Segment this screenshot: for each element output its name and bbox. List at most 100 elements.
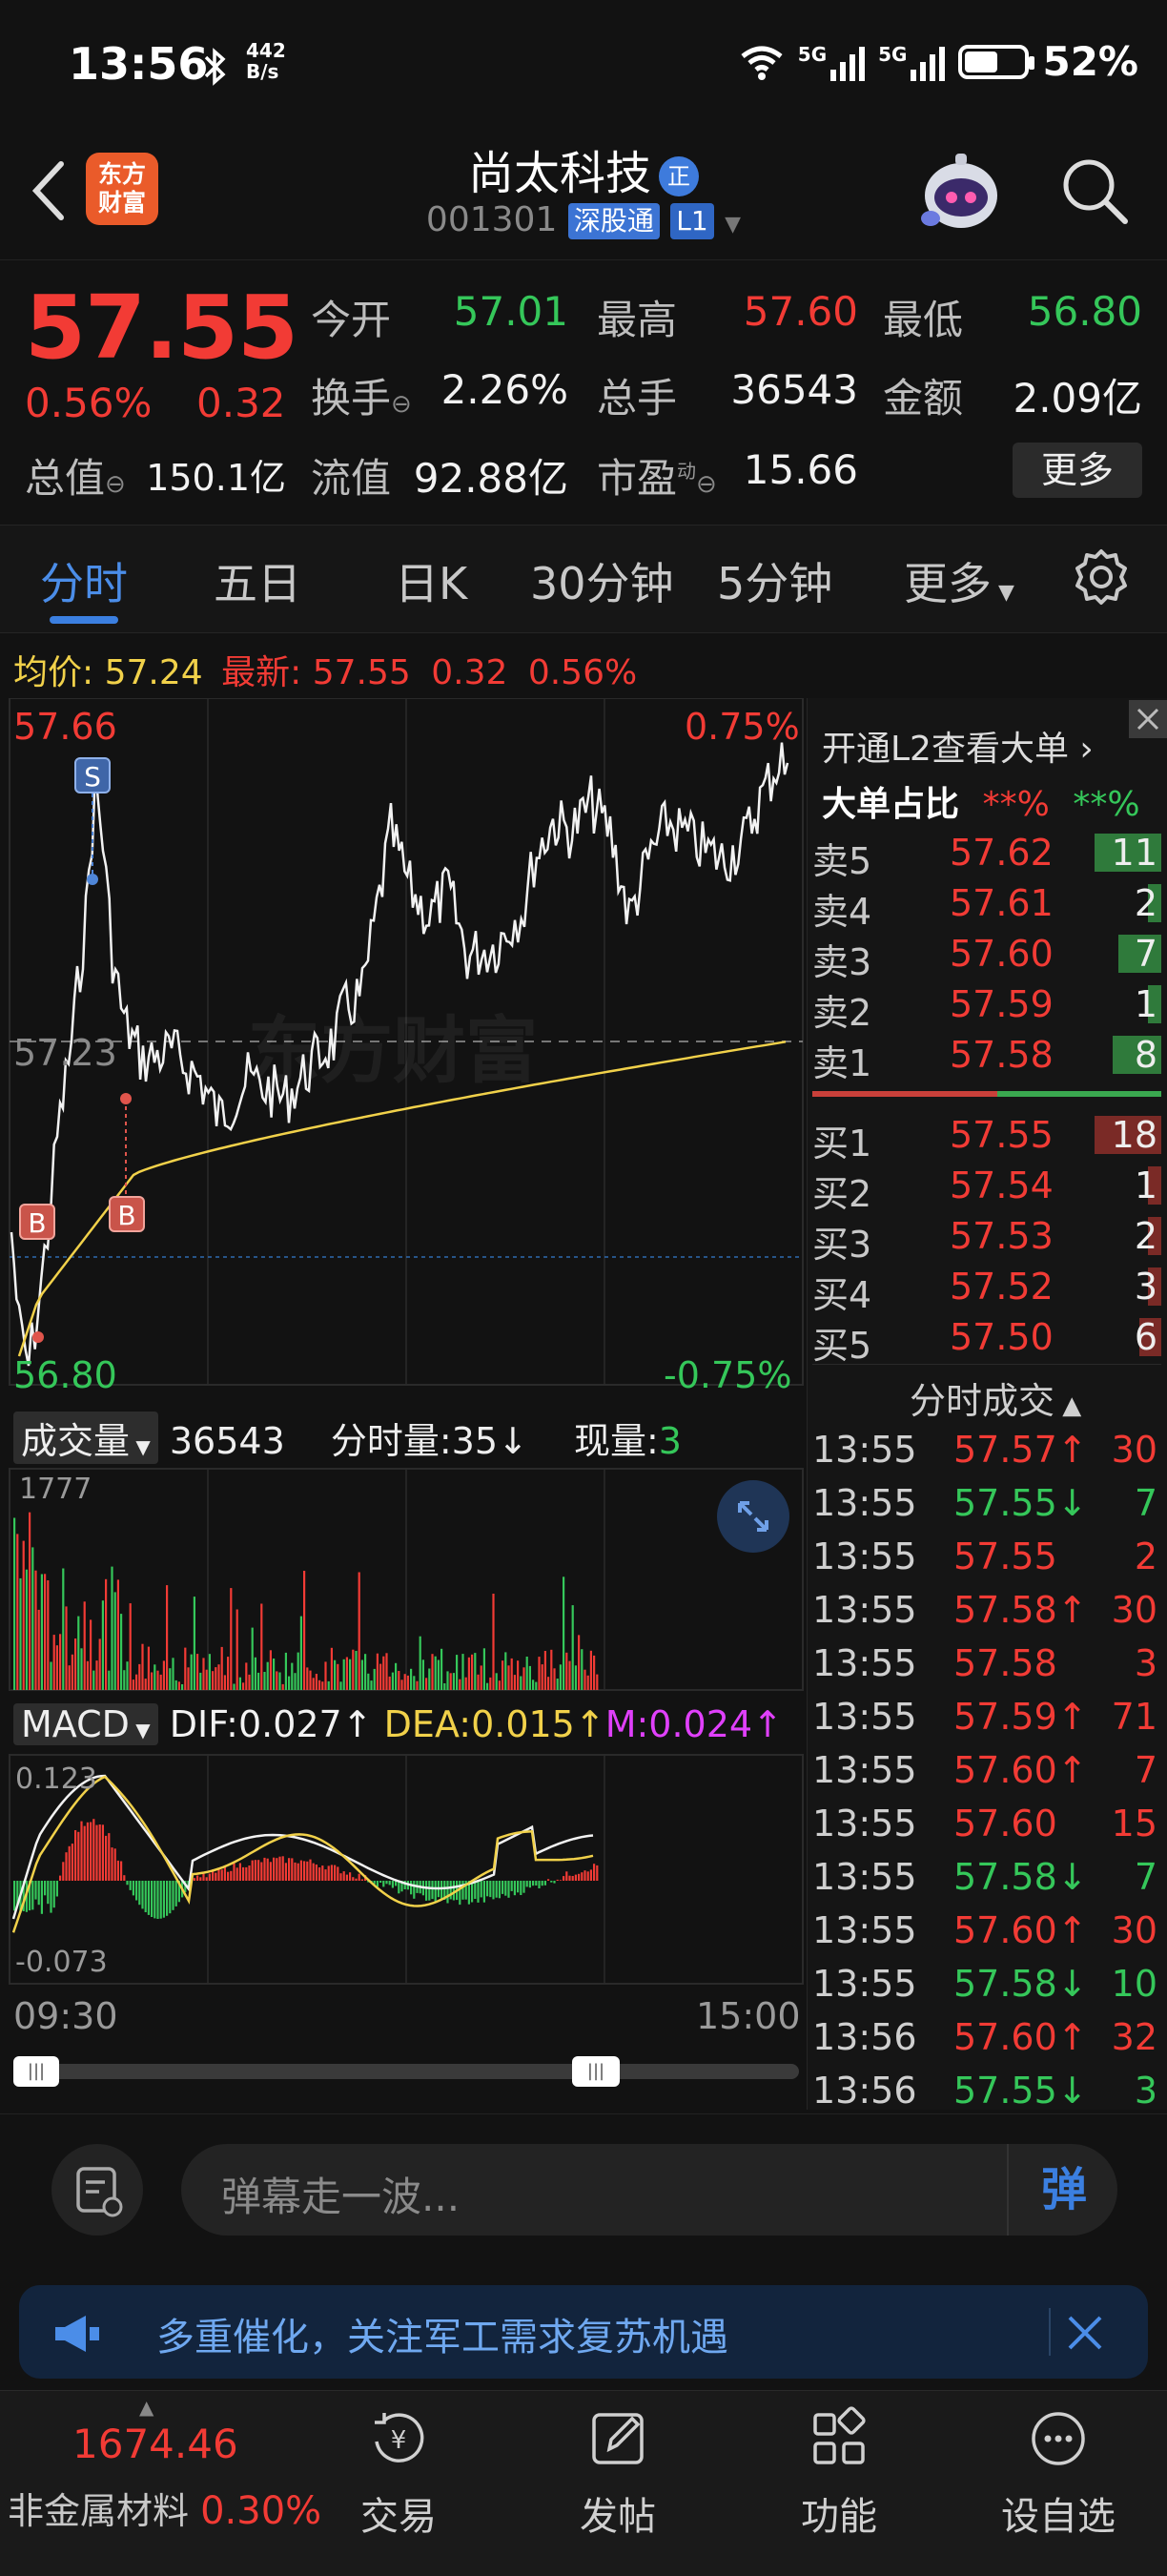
sell-marker[interactable]: S	[74, 757, 111, 793]
level-price: 57.53	[950, 1215, 1054, 1257]
tab-5min[interactable]: 5分钟	[717, 558, 833, 609]
notice-close-button[interactable]	[1056, 2306, 1114, 2360]
ask-row[interactable]: 卖2 57.59 1	[812, 979, 1161, 1034]
robot-assistant-icon[interactable]	[917, 148, 1005, 236]
macd-histogram-bar	[467, 1881, 470, 1905]
macd-histogram-bar	[144, 1881, 147, 1912]
buy-marker-2[interactable]: B	[109, 1196, 145, 1232]
range-start-handle[interactable]: |||	[13, 2056, 59, 2087]
l2-upgrade-link[interactable]: 开通L2查看大单 ›	[822, 730, 1094, 769]
volume-bar	[467, 1657, 470, 1690]
volume-bar	[40, 1574, 43, 1690]
volume-bar	[376, 1653, 379, 1690]
volume-bar	[147, 1646, 150, 1690]
back-button[interactable]	[23, 153, 80, 229]
expand-chart-button[interactable]	[717, 1480, 789, 1553]
volume-bar	[358, 1572, 360, 1690]
sector-index[interactable]: 非金属材料 0.30%	[8, 2482, 321, 2534]
bid-row[interactable]: 买3 57.53 2	[812, 1211, 1161, 1266]
volume-value: 36543	[730, 366, 858, 413]
net-speed: 442 B/s	[246, 40, 286, 82]
pct-high-label: 0.75%	[685, 706, 800, 748]
danmu-input[interactable]	[181, 2144, 1117, 2236]
volume-bar	[312, 1678, 315, 1690]
tick-volume-arrow: ↓	[498, 1420, 528, 1462]
volume-bar	[1095, 1116, 1161, 1154]
level-price: 57.55	[950, 1114, 1054, 1156]
tab-five-day[interactable]: 五日	[214, 558, 301, 609]
range-end-handle[interactable]: |||	[572, 2056, 620, 2087]
close-orderbook-button[interactable]	[1129, 700, 1167, 738]
search-button[interactable]	[1058, 155, 1131, 227]
danmu-send-button[interactable]: 弹	[1007, 2144, 1119, 2236]
macd-histogram-bar	[522, 1881, 525, 1893]
volume-bar	[151, 1672, 154, 1690]
macd-histogram-bar	[205, 1877, 208, 1881]
volume-bar	[553, 1668, 556, 1690]
volume-bar	[95, 1660, 98, 1690]
bid-row[interactable]: 买1 57.55 18	[812, 1110, 1161, 1164]
volume-dropdown[interactable]: 成交量 ▼	[13, 1412, 158, 1464]
volume-bar	[315, 1674, 317, 1690]
settings-button[interactable]	[1072, 547, 1131, 610]
tab-daily-k[interactable]: 日K	[395, 558, 468, 609]
bid-row[interactable]: 买2 57.54 1	[812, 1161, 1161, 1215]
tab-more[interactable]: 更多 ▼	[904, 558, 1014, 609]
trade-time: 13:55	[812, 1429, 917, 1471]
macd-histogram-bar	[284, 1863, 287, 1881]
volume-bar	[385, 1653, 388, 1690]
sector-index-value[interactable]: 1674.46	[72, 2421, 238, 2467]
ask-row[interactable]: 卖1 57.58 8	[812, 1030, 1161, 1084]
intraday-chart[interactable]	[0, 698, 807, 2100]
high-label: 最高	[597, 297, 678, 343]
volume-bar	[535, 1681, 538, 1690]
buy-marker-1[interactable]: B	[19, 1204, 55, 1240]
active-tab-indicator	[50, 616, 118, 624]
macd-histogram-bar	[90, 1822, 92, 1881]
nav-add-watchlist[interactable]: 设自选	[982, 2405, 1135, 2541]
volume-bar	[59, 1634, 62, 1690]
caret-up-icon: ▲	[139, 2396, 154, 2419]
comment-settings-button[interactable]	[51, 2144, 143, 2236]
comment-bar	[0, 2113, 1167, 2267]
avg-value: 57.24	[104, 653, 203, 692]
macd-m: M:0.024↑	[604, 1703, 783, 1745]
volume-bar	[327, 1680, 330, 1690]
ask-row[interactable]: 卖3 57.60 7	[812, 929, 1161, 983]
nav-trade[interactable]: ¥ 交易	[322, 2405, 475, 2541]
macd-dropdown[interactable]: MACD ▼	[13, 1703, 158, 1745]
stock-code-row[interactable]: 001301 深股通 L1 ▼	[0, 200, 1167, 239]
bid-row[interactable]: 买5 57.50 6	[812, 1312, 1161, 1367]
tab-intraday[interactable]: 分时	[40, 558, 128, 609]
pct-low-label: -0.75%	[664, 1354, 792, 1396]
volume-bar	[77, 1616, 80, 1690]
nav-functions[interactable]: 功能	[763, 2405, 915, 2541]
volume-bar	[507, 1665, 510, 1690]
macd-histogram-bar	[251, 1860, 254, 1881]
signal-1-label: 5G	[797, 42, 828, 66]
app-logo[interactable]: 东方 财富	[86, 153, 158, 225]
volume-bar	[74, 1638, 77, 1690]
tab-30min[interactable]: 30分钟	[530, 558, 674, 609]
volume-bar	[34, 1570, 37, 1690]
trade-volume: 15	[1111, 1803, 1157, 1844]
bid-ask-ratio-bar	[812, 1091, 1161, 1097]
macd-histogram-bar	[68, 1845, 71, 1881]
more-button[interactable]: 更多	[1013, 443, 1142, 498]
volume-bar	[352, 1649, 355, 1690]
latest-percent: 0.56%	[527, 653, 638, 692]
macd-histogram-bar	[278, 1856, 281, 1881]
notice-banner[interactable]	[19, 2285, 1148, 2379]
ask-row[interactable]: 卖4 57.61 2	[812, 878, 1161, 933]
volume-bar	[486, 1682, 489, 1690]
trade-price: 57.55↓	[953, 1482, 1088, 1524]
ask-row[interactable]: 卖5 57.62 11	[812, 828, 1161, 882]
nav-post[interactable]: 发帖	[542, 2405, 694, 2541]
macd-histogram-bar	[510, 1881, 513, 1891]
trade-price: 57.58	[953, 1642, 1057, 1684]
low-label: 最低	[883, 297, 964, 343]
macd-histogram-bar	[233, 1863, 235, 1881]
trades-header[interactable]: 分时成交 ▲	[910, 1380, 1082, 1422]
volume-bar	[443, 1683, 446, 1690]
bid-row[interactable]: 买4 57.52 3	[812, 1262, 1161, 1316]
